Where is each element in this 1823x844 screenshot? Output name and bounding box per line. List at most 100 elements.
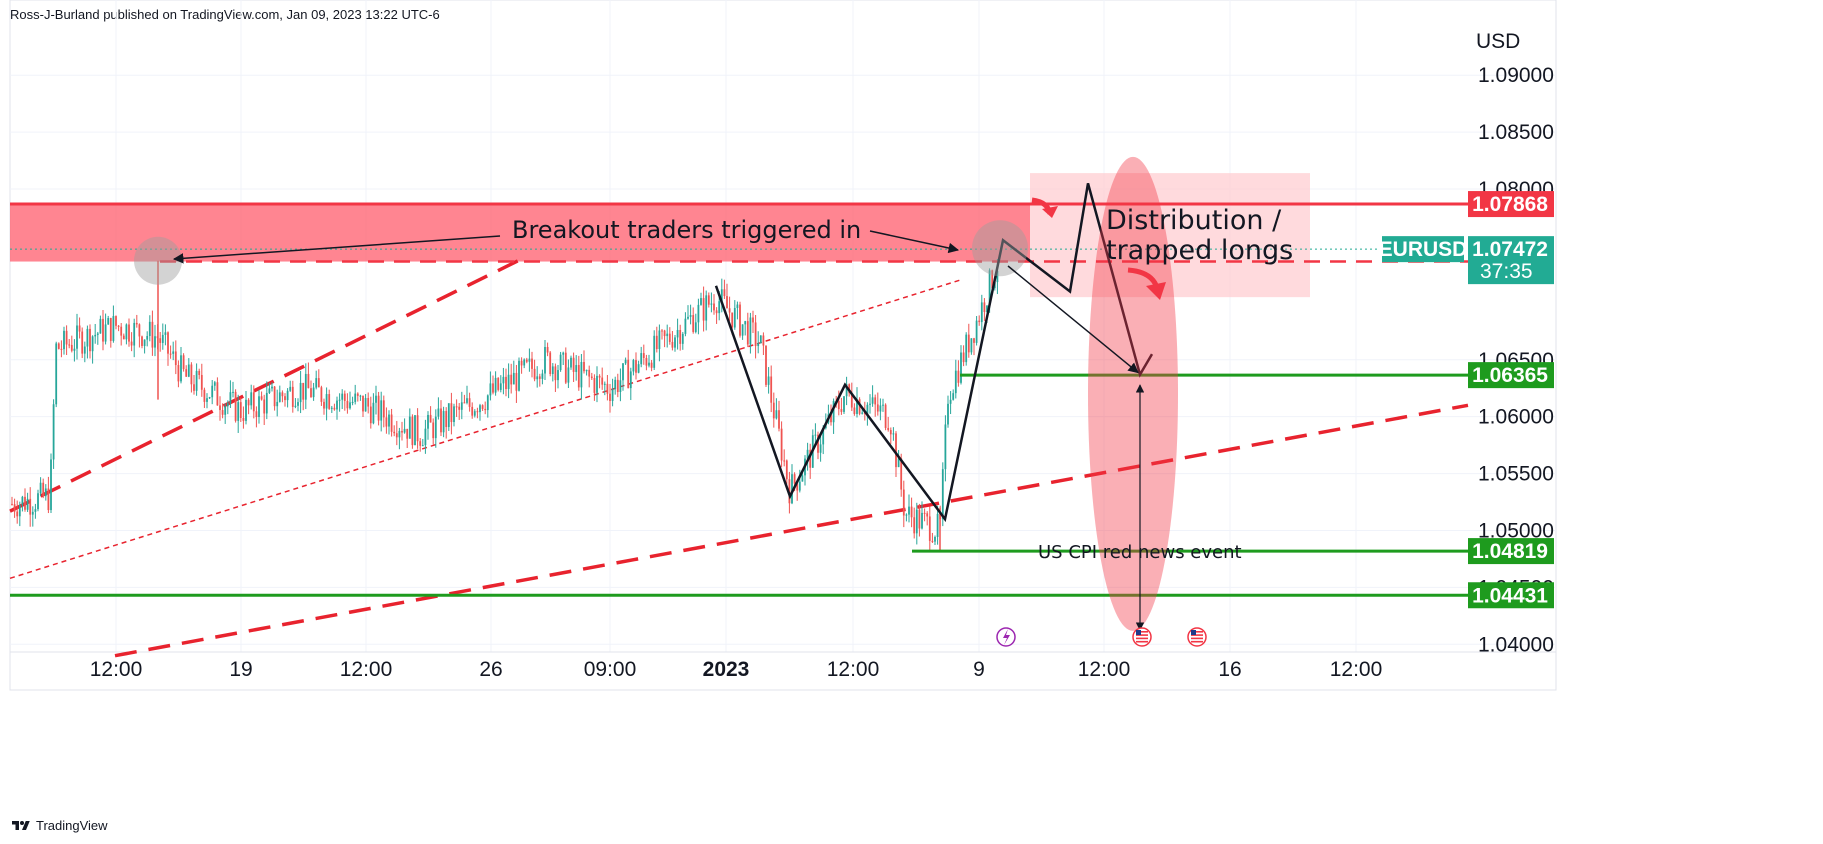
candle-body — [112, 316, 115, 341]
candle-body — [793, 474, 796, 484]
candle-body — [957, 370, 960, 383]
candle-body — [718, 301, 721, 314]
x-tick-label: 12:00 — [1078, 658, 1131, 681]
y-tick-label: 1.09000 — [1478, 64, 1554, 87]
candle-body — [653, 335, 656, 368]
candle-body — [809, 449, 812, 468]
candle-body — [580, 361, 583, 388]
candle-body — [562, 352, 565, 355]
candle-body — [949, 399, 952, 404]
candle-body — [921, 512, 923, 529]
candle-body — [754, 322, 757, 347]
candle-body — [876, 404, 879, 412]
candle-body — [882, 404, 884, 406]
candle-body — [767, 376, 770, 385]
price-badge-1.04431 — [1468, 582, 1554, 609]
candle-body — [447, 403, 450, 428]
us-flag-icon-stripe — [1136, 640, 1148, 643]
candle-body — [388, 414, 390, 427]
candle-body — [837, 401, 840, 410]
candle-body — [395, 433, 398, 438]
tradingview-logo-icon — [12, 820, 30, 830]
x-tick-label: 16 — [1218, 658, 1241, 681]
candle-body — [494, 377, 497, 393]
candle-body — [369, 406, 372, 424]
us-flag-icon-canton — [1191, 630, 1196, 635]
candle-body — [850, 393, 853, 408]
candle-body — [772, 402, 775, 419]
candle-body — [375, 395, 377, 403]
candle-body — [564, 352, 567, 383]
candle-body — [224, 406, 227, 415]
candle-body — [250, 392, 253, 406]
candle-body — [143, 339, 146, 346]
candle-body — [980, 302, 983, 323]
candle-body — [663, 330, 666, 337]
x-tick-label: 2023 — [703, 658, 750, 681]
candle-body — [333, 407, 336, 410]
candle-body — [515, 372, 518, 391]
candle-body — [460, 402, 463, 410]
candle-body — [629, 371, 632, 389]
time-axis[interactable]: 12:00 19 12:00 26 09:00 2023 12:00 9 12:00 16 12:0… — [90, 658, 1383, 681]
candle-body — [715, 310, 718, 314]
candle-body — [281, 392, 284, 397]
candle-body — [538, 376, 541, 379]
candle-body — [549, 352, 552, 375]
candle-body — [260, 396, 263, 400]
candle-body — [455, 406, 458, 408]
candle-body — [252, 392, 255, 412]
price-axis[interactable]: 1.090001.085001.080001.065001.060001.055… — [1379, 30, 1554, 656]
current-price-badge — [1468, 236, 1554, 285]
candle-body — [390, 414, 393, 432]
candle-body — [78, 325, 81, 332]
candle-body — [575, 365, 578, 372]
candle-body — [614, 379, 617, 390]
x-tick-label: 12:00 — [340, 658, 393, 681]
candle-body — [167, 332, 169, 354]
candle-body — [245, 399, 247, 421]
candle-body — [983, 302, 986, 312]
candle-body — [411, 416, 414, 446]
candle-body — [723, 289, 726, 297]
candle-body — [138, 324, 141, 337]
candle-body — [611, 389, 614, 401]
candle-body — [346, 400, 349, 409]
candle-body — [169, 353, 172, 355]
candle-body — [801, 475, 804, 482]
candle-body — [193, 384, 195, 391]
candle-body — [117, 325, 120, 327]
candle-body — [978, 320, 981, 323]
candle-body — [50, 459, 52, 511]
candle-body — [497, 377, 500, 390]
candle-body — [918, 509, 921, 529]
candle-body — [26, 498, 29, 510]
candle-body — [310, 388, 312, 398]
candle-body — [437, 408, 440, 417]
candle-body — [104, 324, 107, 342]
price-badge-1.07868-text: 1.07868 — [1472, 193, 1548, 216]
candle-body — [317, 378, 320, 388]
candle-body — [57, 343, 60, 349]
candle-body — [476, 411, 479, 413]
candle-body — [936, 513, 939, 537]
candle-body — [814, 434, 817, 436]
candle-body — [128, 324, 130, 342]
candle-body — [874, 397, 877, 405]
candle-body — [94, 334, 97, 337]
candle-body — [499, 383, 502, 390]
candle-body — [973, 338, 975, 343]
candle-body — [731, 312, 734, 328]
candle-body — [705, 295, 708, 321]
candle-body — [744, 321, 747, 325]
candle-body — [159, 338, 162, 343]
candle-body — [276, 401, 279, 407]
candle-body — [432, 422, 435, 439]
y-tick-label: 1.08500 — [1478, 121, 1554, 144]
candle-body — [107, 318, 110, 325]
trendline-lower-dashed — [114, 403, 1469, 658]
trendline-thin-dotted — [9, 279, 961, 580]
candle-body — [125, 324, 128, 340]
candle-body — [367, 398, 370, 407]
